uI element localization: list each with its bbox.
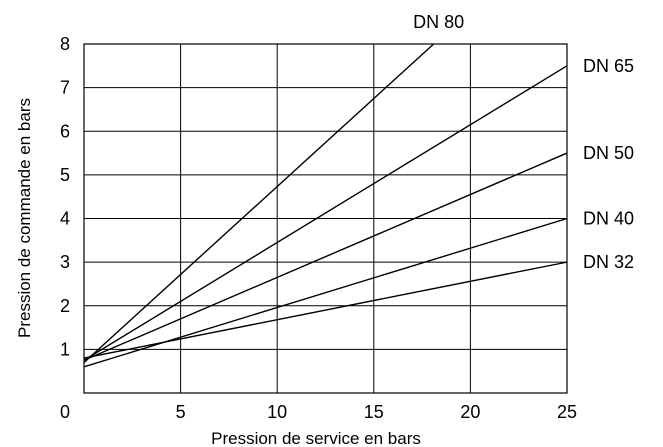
y-tick-label: 2 — [60, 296, 70, 316]
series-line-dn-40 — [83, 217, 568, 368]
series-label: DN 65 — [583, 56, 634, 76]
series-line-dn-32 — [83, 261, 568, 359]
series-label: DN 50 — [583, 143, 634, 163]
tick-labels: 0 5 10 15 20 25 1 2 3 4 5 6 7 8 — [60, 34, 577, 422]
series-line-dn-65 — [83, 65, 568, 361]
grid — [83, 43, 568, 394]
y-tick-label: 5 — [60, 165, 70, 185]
series-label: DN 40 — [583, 209, 634, 229]
series-label: DN 32 — [583, 252, 634, 272]
x-tick-label: 15 — [364, 402, 384, 422]
x-tick-label: 0 — [60, 402, 70, 422]
series-line-dn-50 — [83, 152, 568, 361]
x-axis-title: Pression de service en bars — [211, 429, 421, 447]
series-labels: DN 80 DN 65 DN 50 DN 40 DN 32 — [413, 12, 634, 272]
y-tick-label: 8 — [60, 34, 70, 54]
y-tick-label: 7 — [60, 78, 70, 98]
y-tick-label: 4 — [60, 209, 70, 229]
y-tick-label: 3 — [60, 252, 70, 272]
x-tick-label: 10 — [267, 402, 287, 422]
y-tick-label: 1 — [60, 339, 70, 359]
x-tick-label: 20 — [460, 402, 480, 422]
x-tick-label: 5 — [176, 402, 186, 422]
series-lines — [83, 43, 568, 368]
series-line-dn-80 — [83, 43, 435, 363]
y-axis-title: Pression de commande en bars — [15, 98, 34, 338]
series-label: DN 80 — [413, 12, 464, 32]
x-tick-label: 25 — [557, 402, 577, 422]
y-tick-label: 6 — [60, 121, 70, 141]
